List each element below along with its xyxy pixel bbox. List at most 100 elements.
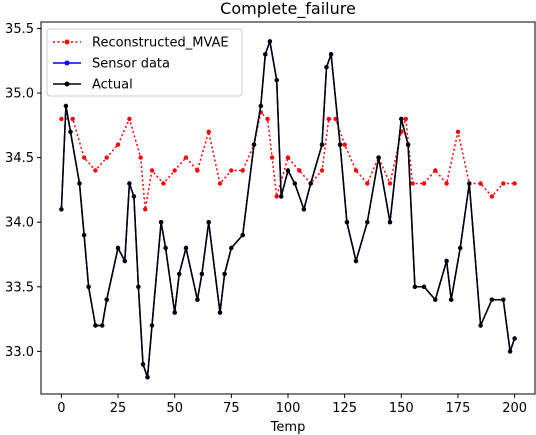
data-point	[104, 297, 109, 302]
data-point	[163, 245, 168, 251]
data-point	[258, 103, 263, 109]
data-point	[512, 336, 517, 341]
data-point	[158, 220, 164, 225]
data-point	[301, 207, 307, 212]
x-tick-label: 25	[110, 401, 127, 416]
data-point	[229, 245, 234, 251]
data-point	[59, 207, 64, 212]
series-line	[61, 110, 515, 210]
data-point	[149, 168, 155, 173]
data-point	[467, 181, 472, 186]
data-point	[279, 194, 284, 199]
data-point	[172, 310, 177, 315]
x-tick-label: 50	[166, 401, 183, 416]
x-axis-label: Temp	[270, 420, 306, 435]
data-point	[122, 258, 128, 264]
data-point	[59, 116, 64, 122]
x-tick-label: 100	[276, 401, 301, 416]
data-point	[240, 168, 245, 173]
data-point	[319, 168, 325, 173]
legend-label: Sensor data	[92, 57, 170, 72]
data-point	[115, 142, 121, 147]
legend-marker	[64, 39, 70, 45]
data-point	[344, 220, 350, 225]
data-point	[63, 103, 69, 109]
data-point	[319, 142, 325, 147]
data-point	[269, 155, 275, 160]
data-point	[149, 323, 155, 328]
data-point	[399, 116, 404, 122]
data-point	[104, 155, 109, 160]
data-point	[195, 168, 200, 173]
data-point	[337, 142, 343, 147]
data-point	[285, 155, 291, 160]
data-point	[410, 181, 415, 186]
data-point	[206, 220, 211, 225]
data-point	[217, 310, 223, 315]
data-point	[138, 155, 143, 160]
data-point	[127, 181, 132, 186]
series-actual	[59, 38, 517, 380]
data-point	[183, 245, 189, 251]
data-point	[324, 65, 329, 70]
data-point	[449, 297, 454, 302]
data-point	[265, 116, 270, 122]
data-point	[81, 155, 87, 160]
data-point	[365, 181, 370, 186]
data-point	[489, 194, 495, 199]
data-point	[115, 245, 121, 251]
x-tick-label: 150	[389, 401, 414, 416]
y-axis-ticks: 33.0 33.5 34.0 34.5 35.0 35.5	[5, 22, 41, 360]
legend-box	[46, 28, 243, 97]
data-point	[455, 129, 461, 134]
data-point	[100, 323, 105, 328]
data-point	[86, 284, 91, 289]
data-point	[240, 232, 245, 238]
data-point	[195, 297, 200, 302]
data-point	[68, 129, 73, 134]
y-tick-label: 33.0	[5, 345, 34, 360]
data-point	[421, 284, 427, 289]
data-point	[405, 142, 411, 147]
data-point	[177, 271, 182, 277]
data-point	[70, 116, 75, 122]
data-point	[478, 181, 483, 186]
data-point	[140, 362, 146, 367]
data-point	[77, 181, 82, 186]
data-point	[387, 220, 393, 225]
x-tick-label: 0	[57, 401, 65, 416]
data-point	[507, 349, 513, 354]
data-point	[136, 284, 141, 289]
data-point	[433, 297, 438, 302]
data-point	[478, 323, 483, 328]
data-point	[274, 77, 279, 83]
data-point	[444, 258, 449, 264]
data-point	[421, 181, 427, 186]
data-point	[328, 52, 334, 57]
data-point	[501, 297, 506, 302]
data-point	[342, 142, 347, 147]
y-tick-label: 35.5	[5, 22, 34, 37]
data-point	[143, 207, 148, 212]
data-point	[172, 168, 177, 173]
data-point	[263, 52, 268, 57]
data-point	[217, 181, 223, 186]
data-point	[274, 194, 279, 199]
data-point	[297, 168, 302, 173]
data-point	[353, 168, 359, 173]
legend-marker	[64, 60, 70, 66]
data-point	[251, 142, 257, 147]
data-point	[161, 181, 166, 186]
data-point	[444, 181, 449, 186]
data-point	[199, 271, 205, 277]
data-point	[93, 168, 98, 173]
x-tick-label: 200	[502, 401, 527, 416]
data-point	[433, 168, 438, 173]
data-point	[326, 116, 331, 122]
data-point	[206, 129, 211, 134]
data-point	[131, 194, 137, 199]
data-point	[412, 284, 418, 289]
chart-title: Complete_failure	[220, 0, 356, 19]
x-axis-ticks: 0 25 50 75 100 125 150 175 200	[57, 394, 527, 416]
data-point	[285, 168, 291, 173]
